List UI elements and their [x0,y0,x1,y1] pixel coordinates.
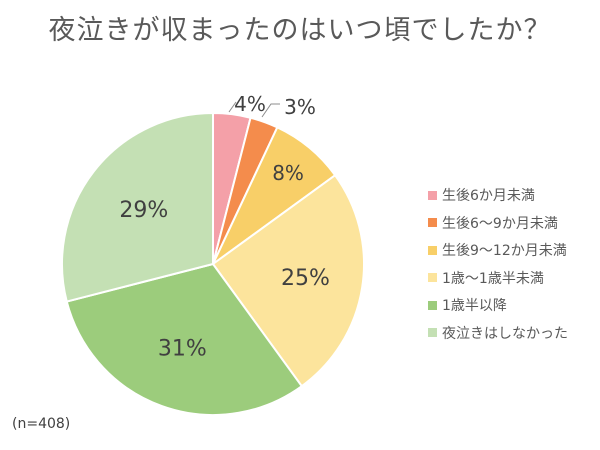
legend-swatch [428,245,437,255]
chart-legend: 生後6か月未満生後6〜9か月未満 生後9〜12か月未満 1歳〜1歳半未満 1歳半以降夜… [428,186,568,352]
legend-label: 生後6か月未満 [442,188,535,204]
chart-title: 夜泣きが収まったのはいつ頃でしたか？ [48,15,552,46]
leader-line-2 [261,103,280,118]
data-labels: 4% 3% 8% 25% 31% 29% [119,92,330,362]
pie-slice-4 [211,173,365,388]
legend-swatch [428,300,437,310]
sample-size-note: (n=408) [12,416,71,432]
pie-slice-5 [65,262,304,416]
legend-swatch [428,190,437,200]
legend-item-6: 夜泣きはしなかった [428,324,568,342]
legend-item-4: 1歳〜1歳半未満 [428,269,568,287]
legend-label: 1歳〜1歳半未満 [442,270,544,287]
legend-item-2: 生後6〜9か月未満 [428,214,568,232]
legend-item-1: 生後6か月未満 [428,186,568,204]
pie-slice-6 [61,111,214,303]
legend-swatch [428,273,437,283]
legend-label: 生後6〜9か月未満 [442,215,558,232]
slice-label-5: 31% [158,337,207,362]
leader-line-1 [228,101,237,113]
legend-item-5: 1歳半以降 [428,296,568,314]
slice-label-1: 4% [234,92,266,116]
legend-label: 夜泣きはしなかった [442,325,568,342]
legend-item-3: 生後9〜12か月未満 [428,241,568,259]
slice-label-2: 3% [284,95,316,119]
slice-label-3: 8% [272,161,304,185]
legend-swatch [428,328,437,338]
legend-label: 1歳半以降 [442,298,507,315]
slice-label-4: 25% [281,266,330,291]
pie-slices [61,111,365,416]
slice-label-6: 29% [119,198,168,223]
legend-swatch [428,218,437,228]
leader-lines [228,101,280,118]
legend-label: 生後9〜12か月未満 [442,243,567,260]
